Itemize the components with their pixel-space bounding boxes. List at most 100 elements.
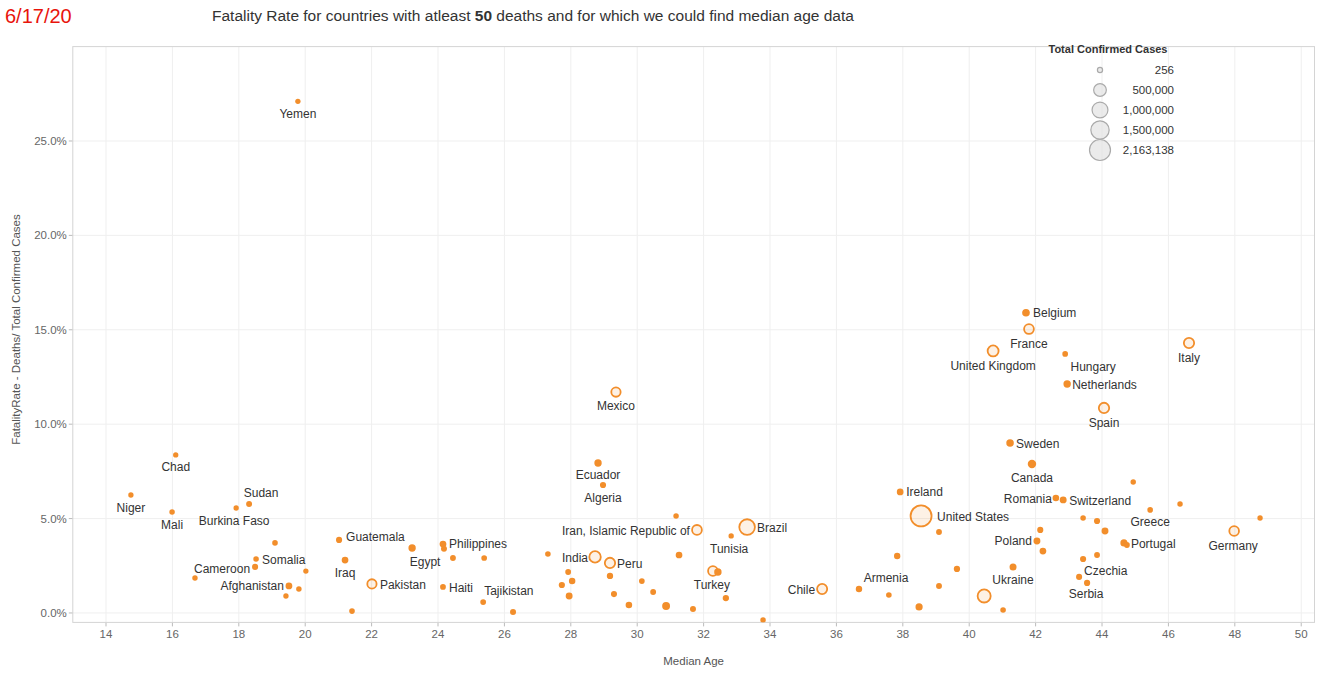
bubble [723, 595, 729, 601]
x-tick-label: 50 [1295, 628, 1308, 640]
point-label: Greece [1130, 515, 1170, 529]
bubble [1010, 563, 1017, 570]
x-tick-label: 42 [1029, 628, 1042, 640]
bubble [690, 606, 696, 612]
y-axis-label: FatalityRate - Deaths/ Total Confirmed C… [10, 214, 22, 445]
bubble [639, 578, 645, 584]
bubble [169, 509, 174, 514]
bubble [1184, 338, 1194, 348]
y-tick [69, 424, 73, 425]
x-grid-line [969, 47, 970, 623]
x-grid-line [305, 47, 306, 623]
x-grid-line [770, 47, 771, 623]
x-tick [902, 622, 903, 626]
bubble [673, 513, 678, 518]
y-grid-line [73, 235, 1315, 236]
point-label: United Kingdom [950, 359, 1035, 373]
bubble [594, 459, 601, 466]
x-tick [1102, 622, 1103, 626]
date-annotation: 6/17/20 [5, 5, 72, 27]
bubble [480, 599, 486, 605]
title: Fatality Rate for countries with atleast… [212, 7, 854, 24]
bubble [336, 537, 342, 543]
bubble [1028, 460, 1036, 468]
bubble [1062, 351, 1068, 357]
bubble [650, 589, 656, 595]
point-label: Iran, Islamic Republic of [562, 524, 691, 538]
x-tick-label: 22 [365, 628, 378, 640]
bubble [714, 568, 721, 575]
x-tick-label: 44 [1096, 628, 1109, 640]
bubble [559, 582, 565, 588]
x-tick [969, 622, 970, 626]
y-tick [69, 140, 73, 141]
point-label: Netherlands [1072, 378, 1137, 392]
bubble [566, 593, 573, 600]
point-label: Peru [617, 557, 642, 571]
bubble [611, 591, 617, 597]
bubble [569, 578, 575, 584]
x-tick [438, 622, 439, 626]
chart: 6/17/20 Fatality Rate for countries with … [0, 0, 1327, 673]
x-tick [172, 622, 173, 626]
y-tick-label: 15.0% [34, 324, 67, 336]
x-tick-label: 28 [564, 628, 577, 640]
bubble [739, 519, 755, 535]
bubble [1024, 324, 1034, 334]
legend-size-circle [1097, 67, 1102, 72]
legend-size-label: 256 [1155, 64, 1174, 76]
title-part: deaths and for which we could find media… [492, 7, 854, 24]
bubble [911, 505, 932, 526]
point-label: Tajikistan [484, 584, 533, 598]
bubble [545, 551, 551, 557]
y-tick [69, 235, 73, 236]
bubble [367, 579, 376, 588]
bubble [1084, 580, 1090, 586]
point-label: Spain [1089, 416, 1120, 430]
point-label: Mexico [597, 399, 635, 413]
x-tick [836, 622, 837, 626]
point-label: Portugal [1131, 537, 1176, 551]
legend-size-label: 2,163,138 [1123, 144, 1174, 156]
title-part: Fatality Rate for countries with atleast [212, 7, 475, 24]
bubble [897, 489, 904, 496]
x-tick-label: 34 [764, 628, 777, 640]
bubble [1094, 552, 1100, 558]
point-label: Somalia [262, 553, 306, 567]
x-grid-line [106, 47, 107, 623]
point-label: France [1010, 337, 1048, 351]
bubble [1040, 548, 1047, 555]
point-label: Philippines [449, 537, 507, 551]
x-tick-label: 46 [1162, 628, 1175, 640]
bubble [295, 99, 300, 104]
bubble [817, 584, 827, 594]
bubble [286, 583, 293, 590]
bubble [1229, 526, 1239, 536]
x-grid-line [238, 47, 239, 623]
bubble [296, 586, 301, 591]
y-tick [69, 612, 73, 613]
x-grid-line [1301, 47, 1302, 623]
point-label: Chile [788, 583, 816, 597]
bubble [1177, 501, 1182, 506]
y-tick-label: 10.0% [34, 418, 67, 430]
x-grid-line [836, 47, 837, 623]
x-tick-label: 48 [1228, 628, 1241, 640]
bubble [676, 552, 683, 559]
bubble [886, 592, 892, 598]
x-tick [770, 622, 771, 626]
bubble [1094, 518, 1100, 524]
y-tick [69, 329, 73, 330]
bubble [252, 564, 258, 570]
bubble [1034, 538, 1041, 545]
x-tick [371, 622, 372, 626]
point-label: Cameroon [194, 562, 250, 576]
x-tick [305, 622, 306, 626]
bubble [1147, 507, 1153, 513]
legend-size-circle [1092, 102, 1108, 118]
bubble [233, 505, 238, 510]
point-label: Ukraine [992, 573, 1034, 587]
x-grid-line [504, 47, 505, 623]
x-grid-line [172, 47, 173, 623]
point-label: India [562, 551, 588, 565]
